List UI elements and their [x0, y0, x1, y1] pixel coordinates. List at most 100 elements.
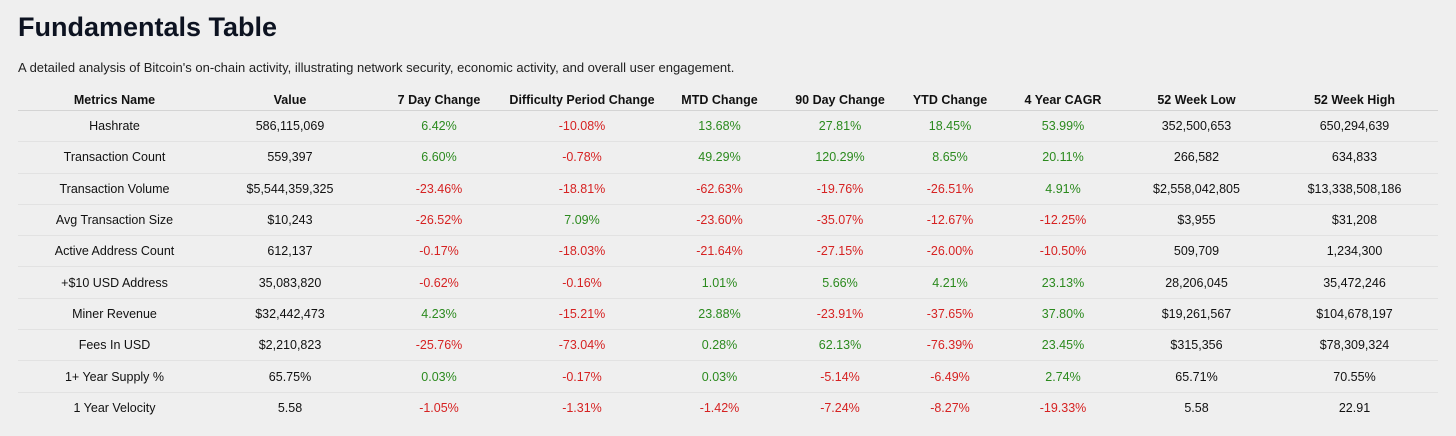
cell: -26.00% [896, 235, 1004, 268]
cell: -26.52% [369, 204, 509, 237]
cell: $32,442,473 [211, 298, 369, 331]
cell: -0.78% [509, 141, 655, 174]
table-row: Fees In USD $2,210,823 -25.76% -73.04% 0.28%… [18, 329, 1438, 362]
column-header: Difficulty Period Change [509, 90, 655, 111]
cell: 266,582 [1122, 141, 1271, 174]
cell: 4.23% [369, 298, 509, 331]
cell: 612,137 [211, 235, 369, 268]
cell: -25.76% [369, 329, 509, 362]
column-header: 90 Day Change [784, 90, 896, 111]
cell: 7.09% [509, 204, 655, 237]
cell: $3,955 [1122, 204, 1271, 237]
cell: -18.81% [509, 173, 655, 205]
subtitle: A detailed analysis of Bitcoin's on-chai… [18, 60, 735, 75]
cell: 18.45% [896, 110, 1004, 143]
cell: 5.66% [784, 266, 896, 299]
fundamentals-table: Metrics Name Value 7 Day Change Difficulty … [18, 90, 1438, 423]
cell: -23.46% [369, 173, 509, 205]
cell: -0.17% [509, 360, 655, 393]
cell: $2,558,042,805 [1122, 173, 1271, 205]
cell: -73.04% [509, 329, 655, 362]
table-row: +$10 USD Address 35,083,820 -0.62% -0.16% 1.… [18, 266, 1438, 299]
metric-name: 1+ Year Supply % [18, 360, 211, 393]
column-header: Metrics Name [18, 90, 211, 111]
cell: 352,500,653 [1122, 110, 1271, 143]
cell: 8.65% [896, 141, 1004, 174]
metric-name: 1 Year Velocity [73, 400, 156, 415]
cell: 70.55% [1271, 360, 1438, 393]
cell: 23.13% [1004, 266, 1122, 299]
metric-name: Transaction Volume [18, 173, 211, 205]
cell: -8.27% [930, 400, 970, 415]
cell: 6.42% [369, 110, 509, 143]
cell: 6.60% [369, 141, 509, 174]
cell: 65.71% [1122, 360, 1271, 393]
column-header: 7 Day Change [369, 90, 509, 111]
cell: -23.60% [655, 204, 784, 237]
cell: 1,234,300 [1271, 235, 1438, 268]
cell: 1.01% [655, 266, 784, 299]
cell: 53.99% [1004, 110, 1122, 143]
cell: $78,309,324 [1271, 329, 1438, 362]
cell: 49.29% [655, 141, 784, 174]
cell: -0.17% [369, 235, 509, 268]
cell: -18.03% [509, 235, 655, 268]
cell: 4.91% [1004, 173, 1122, 205]
title: Fundamentals Table [18, 12, 278, 42]
cell: 35,083,820 [211, 266, 369, 299]
cell: -76.39% [896, 329, 1004, 362]
cell: 35,472,246 [1271, 266, 1438, 299]
column-header: 52 Week Low [1122, 90, 1271, 111]
cell: 634,833 [1271, 141, 1438, 174]
table-row: 1 Year Velocity 5.58 -1.05% -1.31% -1.42% -7.… [18, 392, 1438, 423]
metric-name: Hashrate [18, 110, 211, 143]
cell: -27.15% [784, 235, 896, 268]
cell: -5.14% [784, 360, 896, 393]
cell: 0.28% [655, 329, 784, 362]
cell: -0.62% [369, 266, 509, 299]
cell: 0.03% [369, 360, 509, 393]
table-row: Miner Revenue $32,442,473 4.23% -15.21% 23.8… [18, 298, 1438, 331]
cell: $13,338,508,186 [1271, 173, 1438, 205]
cell: -7.24% [820, 400, 860, 415]
cell: -12.25% [1004, 204, 1122, 237]
cell: -10.50% [1004, 235, 1122, 268]
cell: -1.05% [419, 400, 459, 415]
cell: -19.76% [784, 173, 896, 205]
cell: -1.31% [562, 400, 602, 415]
cell: 37.80% [1004, 298, 1122, 331]
cell: $2,210,823 [211, 329, 369, 362]
cell: 23.88% [655, 298, 784, 331]
cell: $31,208 [1271, 204, 1438, 237]
cell: 5.58 [277, 400, 303, 415]
cell: 0.03% [655, 360, 784, 393]
cell: -1.42% [699, 400, 740, 415]
metric-name: +$10 USD Address [18, 266, 211, 299]
cell: 27.81% [784, 110, 896, 143]
cell: 2.74% [1004, 360, 1122, 393]
cell: -10.08% [509, 110, 655, 143]
cell: -21.64% [655, 235, 784, 268]
cell: -23.91% [784, 298, 896, 331]
cell: 586,115,069 [211, 110, 369, 143]
cell: 20.11% [1004, 141, 1122, 174]
metric-name: Active Address Count [18, 235, 211, 268]
column-header: YTD Change [896, 90, 1004, 111]
cell: 28,206,045 [1122, 266, 1271, 299]
cell: 120.29% [784, 141, 896, 174]
cell: -35.07% [784, 204, 896, 237]
metric-name: Avg Transaction Size [18, 204, 211, 237]
column-header: Value [211, 90, 369, 111]
cell: $315,356 [1122, 329, 1271, 362]
cell: -19.33% [1039, 400, 1087, 415]
cell: 650,294,639 [1271, 110, 1438, 143]
table-row: 1+ Year Supply % 65.75% 0.03% -0.17% 0.03% -5… [18, 360, 1438, 393]
metric-name: Transaction Count [18, 141, 211, 174]
cell: 559,397 [211, 141, 369, 174]
cell: -15.21% [509, 298, 655, 331]
metric-name: Miner Revenue [18, 298, 211, 331]
table-row: Transaction Volume $5,544,359,325 -23.46% -… [18, 173, 1438, 205]
table-row: Transaction Count 559,397 6.60% -0.78% 49.29… [18, 141, 1438, 174]
table-row: Hashrate 586,115,069 6.42% -10.08% 13.68% 27.… [18, 110, 1438, 143]
cell: 5.58 [1184, 400, 1209, 415]
